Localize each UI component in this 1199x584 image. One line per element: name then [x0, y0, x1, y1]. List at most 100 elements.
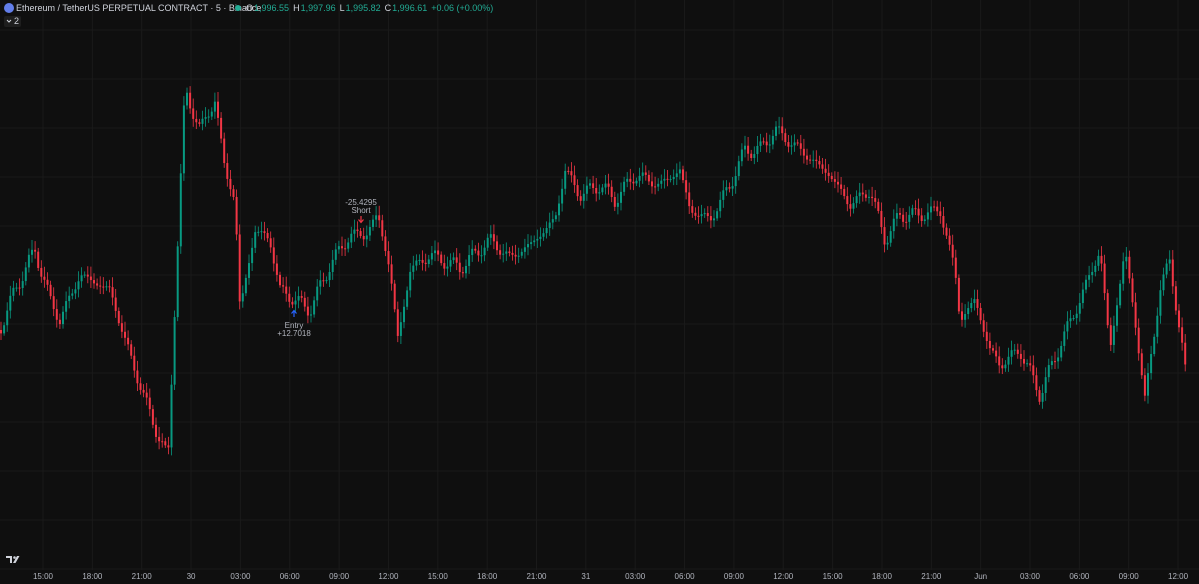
candle-body: [787, 142, 790, 147]
candle-body: [263, 231, 266, 234]
candle-body: [403, 306, 405, 323]
candle-body: [86, 274, 89, 277]
candle-body: [108, 286, 111, 288]
candle-body: [244, 277, 247, 294]
time-label: 06:00: [675, 572, 696, 581]
candle-body: [1001, 365, 1004, 369]
candle-body: [192, 108, 195, 119]
candle-body: [852, 203, 855, 209]
time-label: 12:00: [378, 572, 399, 581]
candle-body: [251, 247, 254, 264]
candle-body: [951, 244, 954, 258]
candle-body: [762, 141, 765, 143]
candle-body: [644, 172, 647, 175]
candle-body: [424, 262, 427, 264]
candle-body: [1016, 349, 1019, 354]
ohlc-value: 1,997.96: [301, 3, 336, 13]
candle-body: [945, 227, 948, 236]
candle-body: [942, 216, 945, 228]
candle-body: [300, 296, 303, 298]
candle-body: [756, 145, 759, 155]
candle-body: [1007, 356, 1010, 365]
candle-body: [688, 192, 691, 207]
candle-body: [1178, 310, 1180, 328]
symbol-title[interactable]: Ethereum / TetherUS PERPETUAL CONTRACT ·…: [16, 3, 261, 13]
candle-body: [623, 181, 626, 192]
candle-body: [350, 233, 353, 243]
candle-body: [1038, 390, 1041, 402]
candle-body: [663, 178, 666, 181]
candle-body: [669, 179, 672, 181]
candle-body: [520, 251, 523, 256]
candle-body: [412, 265, 415, 272]
candle-body: [895, 213, 898, 219]
candle-body: [523, 247, 526, 252]
candle-body: [142, 389, 145, 393]
candle-body: [926, 212, 929, 220]
candle-body: [561, 188, 564, 204]
candle-body: [31, 249, 33, 255]
time-label: 15:00: [428, 572, 449, 581]
candle-body: [204, 117, 207, 119]
candle-body: [1004, 364, 1007, 369]
candle-body: [539, 236, 542, 239]
candle-body: [127, 337, 130, 345]
candle-body: [1143, 375, 1146, 396]
candle-body: [58, 319, 61, 325]
candle-body: [666, 178, 669, 180]
candle-body: [551, 219, 554, 223]
candle-body: [182, 105, 185, 174]
candle-body: [1153, 336, 1156, 355]
candle-body: [1140, 353, 1143, 376]
candle-body: [319, 280, 322, 287]
time-label: 31: [581, 572, 590, 581]
candle-body: [279, 274, 281, 286]
candle-body: [198, 122, 201, 124]
candle-body: [508, 251, 511, 253]
entry-value: +12.7018: [277, 329, 311, 338]
candle-body: [877, 201, 880, 211]
candle-body: [651, 181, 653, 187]
indicator-toggle[interactable]: [4, 16, 21, 27]
candle-body: [685, 180, 688, 193]
candle-body: [1019, 353, 1022, 359]
candle-body: [775, 126, 777, 136]
time-axis[interactable]: 15:00 18:00 21:00 30 03:00 06:00 09:00 12:00 15:…: [33, 572, 1189, 581]
candle-body: [418, 259, 421, 261]
candle-body: [341, 246, 343, 249]
candle-body: [282, 285, 285, 287]
short-arrow: [358, 216, 364, 224]
ohlc-value: 1,996.55: [254, 3, 289, 13]
candle-body: [74, 289, 77, 294]
candle-body: [455, 257, 458, 263]
candle-body: [985, 331, 988, 341]
candle-body: [849, 204, 852, 209]
candle-body: [886, 242, 889, 245]
candle-body: [725, 187, 728, 191]
time-label: 03:00: [230, 572, 251, 581]
candle-body: [908, 214, 911, 222]
candle-body: [1060, 345, 1063, 358]
candle-body: [223, 138, 226, 164]
chevron: [6, 19, 12, 23]
candle-body: [378, 215, 381, 221]
candle-body: [434, 250, 436, 254]
candle-body: [1165, 263, 1168, 275]
candle-body: [316, 286, 319, 301]
candle-body: [37, 251, 40, 268]
candle-body: [638, 175, 641, 181]
candle-body: [1085, 279, 1087, 290]
candle-body: [585, 185, 588, 194]
short-label: Short: [351, 206, 371, 215]
candle-body: [1097, 255, 1100, 266]
candle-body: [604, 183, 607, 188]
candle-body: [731, 186, 734, 189]
candle-body: [294, 300, 297, 305]
grid: [0, 0, 1199, 570]
candle-body: [291, 301, 294, 305]
candle-body: [1069, 318, 1072, 322]
candle-body: [548, 222, 551, 228]
candle-body: [1088, 275, 1091, 280]
candle-body: [675, 173, 678, 177]
